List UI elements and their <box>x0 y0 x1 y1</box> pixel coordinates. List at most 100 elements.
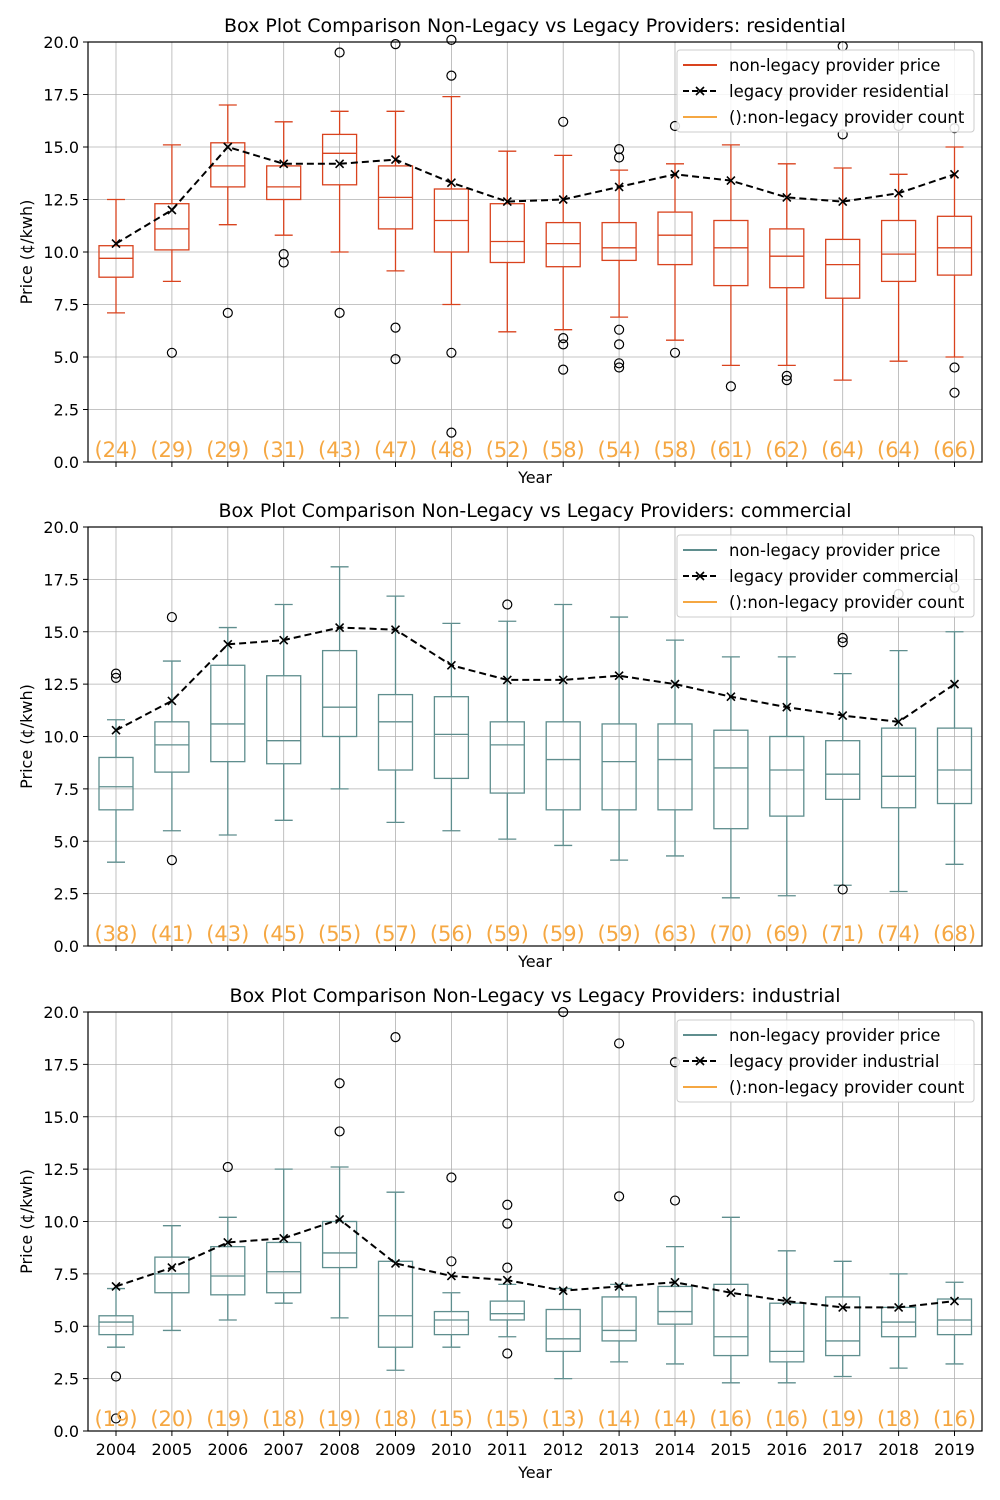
flier-point <box>222 307 233 318</box>
box-2019 <box>936 582 973 865</box>
box-iqr <box>769 1302 805 1363</box>
x-tick-label: 2012 <box>543 1440 584 1459</box>
x-tick-label: 2005 <box>152 1440 193 1459</box>
box-iqr <box>545 221 581 268</box>
x-tick-label: 2009 <box>375 1440 416 1459</box>
flier-point <box>502 1262 513 1273</box>
box-iqr <box>601 221 637 262</box>
legend: non-legacy provider price legacy provider… <box>676 534 975 618</box>
box-2010 <box>433 34 470 438</box>
y-tick-label: 5.0 <box>54 832 79 851</box>
count-label: (29) <box>206 438 249 462</box>
x-tick-label: 2013 <box>599 1440 640 1459</box>
box-iqr <box>210 664 246 763</box>
legacy-point <box>279 159 289 169</box>
box-2008 <box>321 47 358 318</box>
flier-point <box>781 375 792 386</box>
legend-marker-x <box>695 86 705 96</box>
legacy-point <box>167 696 177 706</box>
box-2014 <box>657 639 693 857</box>
box-2011 <box>489 599 525 840</box>
box-iqr <box>266 165 302 201</box>
count-label: (56) <box>430 922 473 946</box>
flier-point <box>110 1371 122 1382</box>
flier-point <box>613 152 625 163</box>
axes-frame <box>87 526 983 947</box>
legacy-point <box>446 178 456 188</box>
box-iqr <box>154 203 190 251</box>
box-iqr <box>825 1296 861 1357</box>
box-2013 <box>601 1038 637 1363</box>
box-2011 <box>489 1199 525 1359</box>
box-iqr <box>601 1296 637 1342</box>
x-tick-label: 2014 <box>655 1440 696 1459</box>
box-2013 <box>601 144 637 373</box>
flier-point <box>558 339 569 350</box>
legend-frame <box>676 1019 975 1103</box>
flier-point <box>446 347 457 358</box>
flier-point <box>278 249 289 260</box>
box-2004 <box>98 1287 134 1424</box>
legacy-point <box>335 159 345 169</box>
count-label: (19) <box>206 1407 249 1431</box>
box-iqr <box>98 756 134 811</box>
flier-point <box>222 1161 233 1173</box>
legend-frame <box>676 49 975 133</box>
count-label: (13) <box>542 1407 585 1431</box>
box-2008 <box>321 1078 358 1319</box>
box-iqr <box>321 649 358 738</box>
box-iqr <box>489 721 525 794</box>
y-tick-label: 20.0 <box>43 1003 79 1022</box>
legend-marker-x <box>695 1056 705 1066</box>
flier-point <box>502 1199 513 1210</box>
x-tick-label: 2007 <box>263 1440 304 1459</box>
box-2019 <box>936 123 973 398</box>
y-tick-label: 7.5 <box>54 780 79 799</box>
y-tick-label: 7.5 <box>54 296 79 315</box>
flier-point <box>334 1078 345 1089</box>
y-tick-label: 5.0 <box>54 1317 79 1336</box>
legacy-series-line <box>115 1218 955 1309</box>
chart-panel-2004-2: Box Plot Comparison Non-Legacy vs Legacy… <box>17 985 983 1482</box>
legend-label: non-legacy provider price <box>729 1026 940 1045</box>
box-iqr <box>433 1310 470 1336</box>
legend-label: non-legacy provider price <box>729 56 940 75</box>
flier-point <box>558 116 569 127</box>
legacy-point <box>558 1286 568 1296</box>
box-2007 <box>266 1168 302 1304</box>
legacy-point <box>838 710 848 721</box>
count-label: (66) <box>933 438 976 462</box>
flier-point <box>390 1032 401 1043</box>
flier-point <box>613 324 625 335</box>
legacy-point <box>838 1302 848 1312</box>
legend-label: legacy provider residential <box>729 82 949 101</box>
box-iqr <box>433 696 470 780</box>
box-2005 <box>154 611 190 866</box>
flier-point <box>446 70 457 81</box>
count-label: (16) <box>765 1407 808 1431</box>
flier-point <box>390 322 401 333</box>
count-label: (18) <box>374 1407 417 1431</box>
legacy-point <box>111 1281 121 1292</box>
legacy-point <box>446 1271 456 1281</box>
count-label: (24) <box>94 438 137 462</box>
flier-point <box>725 381 737 392</box>
box-iqr <box>825 740 861 801</box>
legacy-point <box>502 197 512 207</box>
legacy-point <box>502 675 512 685</box>
count-label: (59) <box>486 922 529 946</box>
flier-point <box>446 1256 457 1267</box>
y-tick-label: 15.0 <box>43 623 79 642</box>
x-tick-label: 2006 <box>207 1440 248 1459</box>
flier-point <box>166 611 177 623</box>
count-label: (16) <box>709 1407 752 1431</box>
count-label: (19) <box>94 1407 137 1431</box>
flier-point <box>613 144 625 155</box>
y-tick-label: 5.0 <box>54 348 79 367</box>
flier-point <box>558 364 569 375</box>
legend-marker-x <box>695 571 705 581</box>
legacy-point <box>726 692 736 702</box>
count-label: (58) <box>653 438 696 462</box>
box-iqr <box>657 1285 693 1325</box>
flier-point <box>949 362 960 373</box>
